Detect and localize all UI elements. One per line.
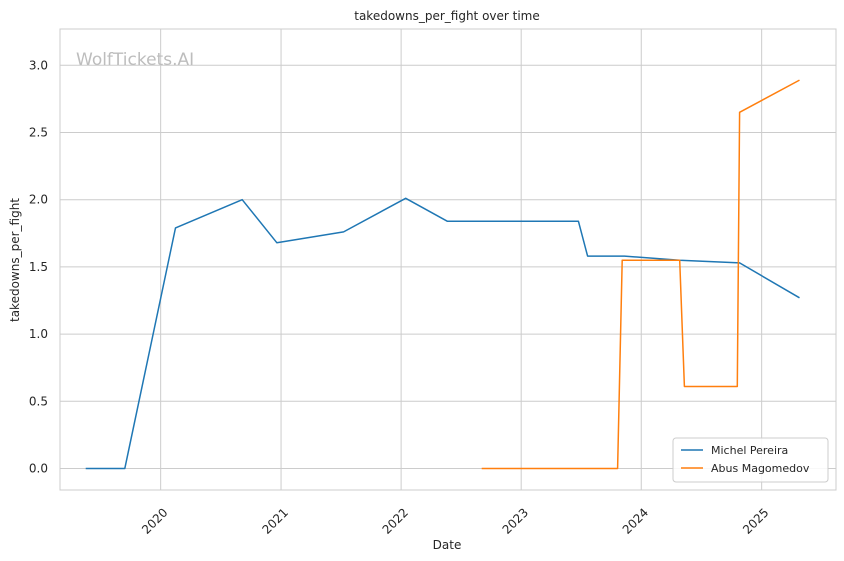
y-ticks: 0.0 0.5 1.0 1.5 2.0 2.5 3.0 <box>29 58 48 475</box>
chart-title: takedowns_per_fight over time <box>354 9 540 23</box>
y-tick-label: 2.0 <box>29 193 48 207</box>
y-tick-label: 0.5 <box>29 394 48 408</box>
y-tick-label: 1.5 <box>29 260 48 274</box>
plot-frame <box>59 28 837 491</box>
y-tick-label: 3.0 <box>29 58 48 72</box>
legend-label: Michel Pereira <box>711 444 788 457</box>
y-tick-label: 2.5 <box>29 125 48 139</box>
series-lines <box>85 79 800 470</box>
plot-border <box>59 28 837 491</box>
y-tick-label: 1.0 <box>29 327 48 341</box>
grid <box>60 29 836 490</box>
x-axis-label: Date <box>433 538 462 552</box>
legend-label: Abus Magomedov <box>711 462 810 475</box>
y-axis-label: takedowns_per_fight <box>8 198 22 322</box>
legend-box <box>672 437 829 483</box>
y-tick-label: 0.0 <box>29 461 48 475</box>
watermark: WolfTickets.AI <box>76 50 194 70</box>
legend: Michel Pereira Abus Magomedov <box>672 437 829 483</box>
series-line-1 <box>481 79 800 470</box>
